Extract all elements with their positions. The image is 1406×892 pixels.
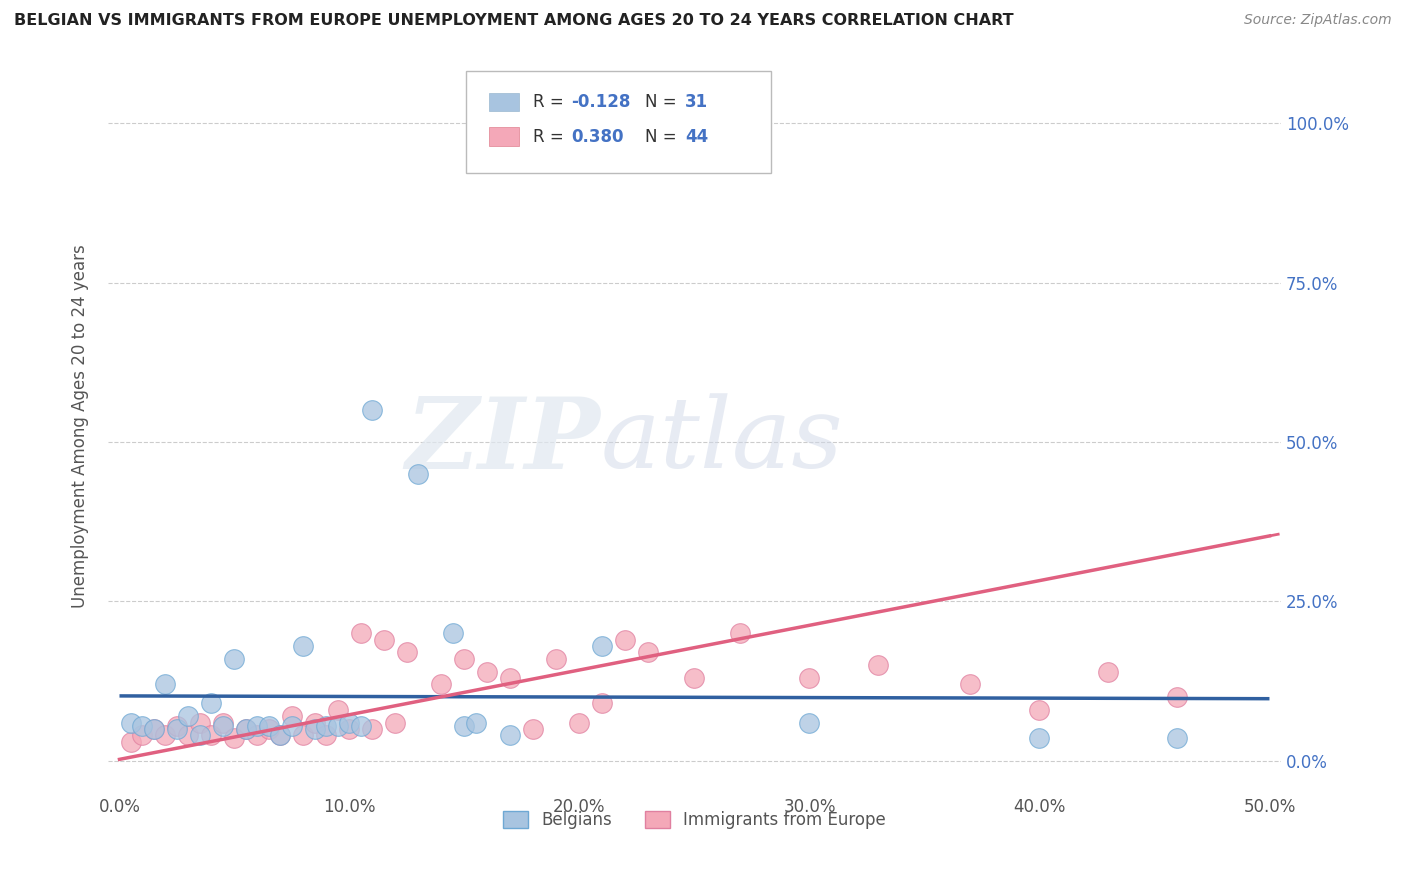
- Point: [131, 728, 153, 742]
- Text: R =: R =: [533, 128, 568, 145]
- Point: [1166, 690, 1188, 704]
- Text: 44: 44: [685, 128, 709, 145]
- Point: [292, 728, 315, 742]
- Point: [592, 697, 614, 711]
- Y-axis label: Unemployment Among Ages 20 to 24 years: Unemployment Among Ages 20 to 24 years: [72, 244, 89, 608]
- Point: [522, 722, 544, 736]
- Point: [166, 722, 188, 736]
- Point: [188, 728, 211, 742]
- Point: [326, 703, 349, 717]
- Point: [637, 645, 659, 659]
- Point: [384, 715, 406, 730]
- Point: [568, 715, 591, 730]
- Point: [868, 658, 890, 673]
- Point: [350, 626, 373, 640]
- Point: [315, 719, 337, 733]
- Point: [292, 639, 315, 653]
- Point: [373, 632, 395, 647]
- Point: [350, 719, 373, 733]
- Point: [453, 652, 475, 666]
- Point: [257, 719, 280, 733]
- Point: [177, 728, 200, 742]
- Point: [1166, 731, 1188, 746]
- Point: [155, 728, 177, 742]
- Point: [224, 652, 246, 666]
- Point: [304, 715, 326, 730]
- Point: [257, 722, 280, 736]
- Point: [614, 632, 637, 647]
- Text: N =: N =: [645, 93, 682, 112]
- FancyBboxPatch shape: [489, 128, 519, 145]
- Text: -0.128: -0.128: [571, 93, 631, 112]
- Point: [441, 626, 464, 640]
- Text: Source: ZipAtlas.com: Source: ZipAtlas.com: [1244, 13, 1392, 28]
- Text: BELGIAN VS IMMIGRANTS FROM EUROPE UNEMPLOYMENT AMONG AGES 20 TO 24 YEARS CORRELA: BELGIAN VS IMMIGRANTS FROM EUROPE UNEMPL…: [14, 13, 1014, 29]
- Point: [235, 722, 257, 736]
- Point: [465, 715, 488, 730]
- Point: [246, 728, 269, 742]
- Point: [592, 639, 614, 653]
- Text: N =: N =: [645, 128, 682, 145]
- Text: 31: 31: [685, 93, 709, 112]
- Text: R =: R =: [533, 93, 568, 112]
- Point: [339, 715, 361, 730]
- Point: [246, 719, 269, 733]
- Point: [212, 715, 235, 730]
- Point: [683, 671, 706, 685]
- Point: [959, 677, 981, 691]
- Point: [499, 671, 522, 685]
- Point: [477, 665, 499, 679]
- Text: 0.380: 0.380: [571, 128, 624, 145]
- Point: [212, 719, 235, 733]
- Point: [269, 728, 291, 742]
- Point: [281, 709, 304, 723]
- Point: [546, 652, 568, 666]
- Point: [339, 722, 361, 736]
- Point: [188, 715, 211, 730]
- Point: [281, 719, 304, 733]
- Point: [269, 728, 291, 742]
- Point: [799, 715, 821, 730]
- Point: [499, 728, 522, 742]
- FancyBboxPatch shape: [489, 93, 519, 112]
- Point: [120, 734, 142, 748]
- Point: [200, 728, 222, 742]
- Point: [453, 719, 475, 733]
- Point: [730, 626, 752, 640]
- Point: [430, 677, 453, 691]
- Point: [224, 731, 246, 746]
- Point: [1097, 665, 1119, 679]
- Point: [166, 719, 188, 733]
- Point: [326, 719, 349, 733]
- Text: atlas: atlas: [600, 393, 844, 489]
- Point: [1028, 731, 1050, 746]
- Point: [143, 722, 166, 736]
- Point: [799, 671, 821, 685]
- Point: [177, 709, 200, 723]
- Point: [304, 722, 326, 736]
- Point: [120, 715, 142, 730]
- Point: [315, 728, 337, 742]
- Legend: Belgians, Immigrants from Europe: Belgians, Immigrants from Europe: [496, 804, 893, 836]
- Point: [235, 722, 257, 736]
- Point: [131, 719, 153, 733]
- Point: [1028, 703, 1050, 717]
- Point: [408, 467, 430, 481]
- Point: [361, 722, 384, 736]
- Point: [395, 645, 418, 659]
- Point: [155, 677, 177, 691]
- Text: ZIP: ZIP: [406, 392, 600, 489]
- Point: [143, 722, 166, 736]
- Point: [361, 403, 384, 417]
- FancyBboxPatch shape: [465, 70, 770, 173]
- Point: [200, 697, 222, 711]
